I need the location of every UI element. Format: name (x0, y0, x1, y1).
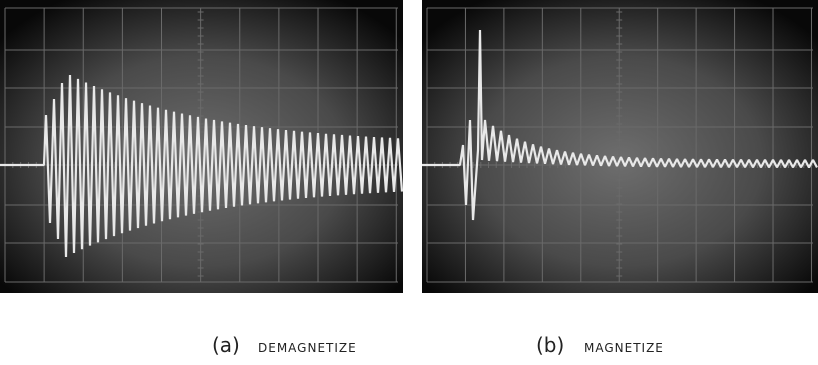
panel-caption: MAGNETIZE (584, 341, 664, 355)
trace (0, 75, 404, 258)
trace (422, 29, 818, 221)
panel-letter: (a) (212, 333, 240, 357)
panel-letter: (b) (536, 333, 564, 357)
panel-caption: DEMAGNETIZE (258, 341, 357, 355)
traces (0, 29, 818, 258)
